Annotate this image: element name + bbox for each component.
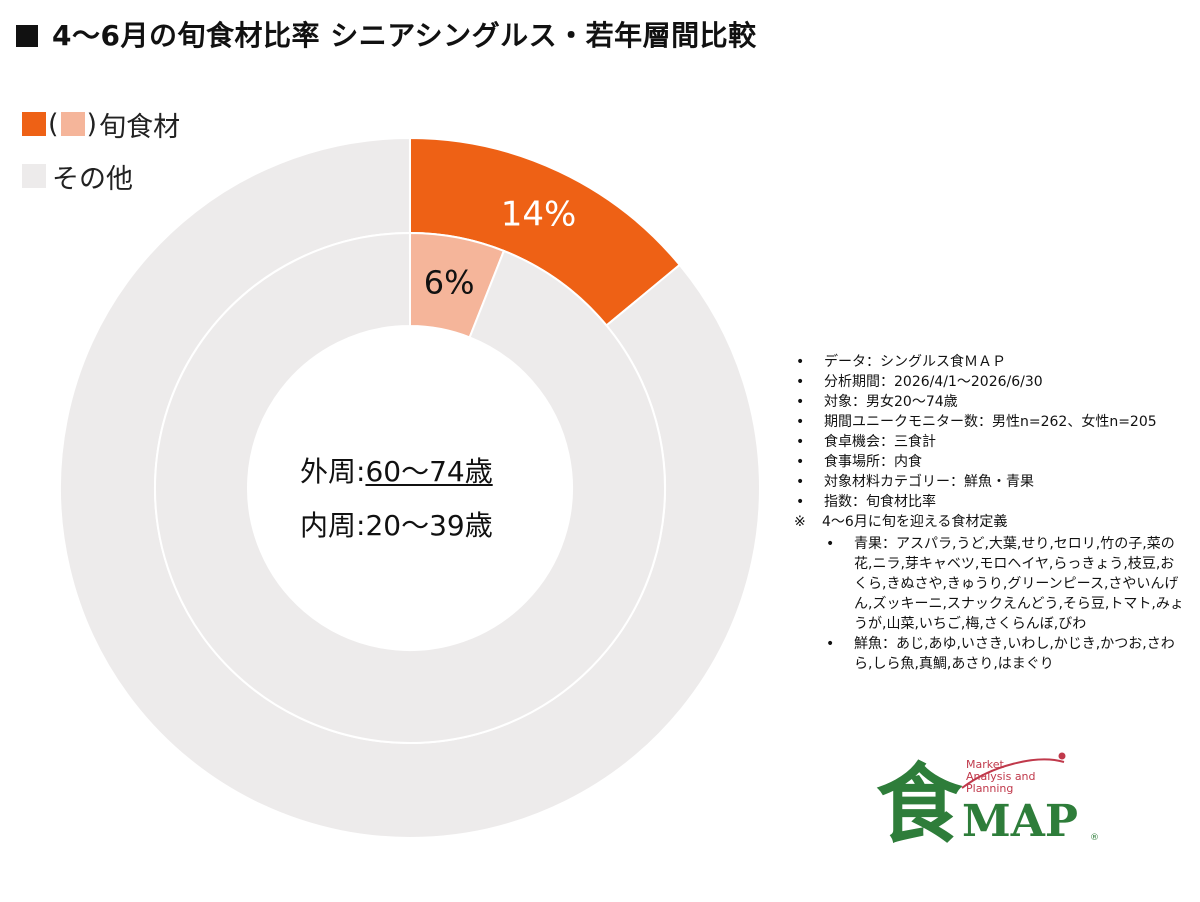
- logo-tagline-line: Planning: [966, 782, 1013, 795]
- ring-key-inner: 内周:20〜39歳: [300, 506, 493, 560]
- legend-swatch-other: [22, 164, 46, 188]
- logo-kanji: 食: [876, 754, 963, 848]
- title-text: 4〜6月の旬食材比率 シニアシングルス・若年層間比較: [52, 19, 757, 52]
- outer-ring-data-label: 14%: [501, 195, 577, 235]
- shoku-map-logo: 食 MAP ® Market Analysis and Planning: [876, 752, 1099, 848]
- notes-list: データ：シングルス食ＭＡＰ 分析期間：2026/4/1〜2026/6/30 対象…: [794, 352, 1184, 512]
- logo-swoosh-icon: [961, 758, 1065, 789]
- legend: ( ) 旬食材 その他: [22, 98, 180, 202]
- ring-key-inner-prefix: 内周:: [300, 509, 366, 542]
- logo-dot-icon: [1058, 752, 1066, 760]
- definition-item-produce: 青果：アスパラ,うど,大葉,せり,セロリ,竹の子,菜の花,ニラ,芽キャベツ,モロ…: [824, 534, 1184, 634]
- logo-registered-mark: ®: [1090, 833, 1099, 843]
- definition-list: 青果：アスパラ,うど,大葉,せり,セロリ,竹の子,菜の花,ニラ,芽キャベツ,モロ…: [794, 534, 1184, 674]
- definition-title: 4〜6月に旬を迎える食材定義: [822, 514, 1008, 530]
- legend-label-seasonal: 旬食材: [99, 111, 181, 143]
- reference-mark: ※: [794, 514, 806, 530]
- note-item: 食事場所：内食: [794, 452, 1184, 472]
- legend-item-other: その他: [22, 150, 180, 202]
- legend-swatch-inner: [60, 112, 85, 136]
- legend-paren-close: ): [86, 108, 98, 140]
- legend-swatch-outer: [22, 112, 46, 136]
- note-item: 対象：男女20〜74歳: [794, 392, 1184, 412]
- inner-ring-slice-other: [154, 231, 666, 744]
- note-item: データ：シングルス食ＭＡＰ: [794, 352, 1184, 372]
- definition-note: ※ 4〜6月に旬を迎える食材定義: [794, 512, 1184, 532]
- note-item: 期間ユニークモニター数：男性n=262、女性n=205: [794, 412, 1184, 432]
- inner-ring-data-label: 6%: [424, 264, 475, 302]
- chart-title: 4〜6月の旬食材比率 シニアシングルス・若年層間比較: [16, 14, 757, 54]
- data-notes: データ：シングルス食ＭＡＰ 分析期間：2026/4/1〜2026/6/30 対象…: [794, 352, 1184, 674]
- ring-key-outer-value: 60〜74歳: [365, 455, 493, 488]
- note-item: 対象材料カテゴリー：鮮魚・青果: [794, 472, 1184, 492]
- ring-key-inner-value: 20〜39歳: [365, 509, 493, 542]
- logo-tagline-line: Market: [966, 758, 1004, 771]
- note-item: 食卓機会：三食計: [794, 432, 1184, 452]
- ring-key-outer-prefix: 外周:: [300, 455, 366, 488]
- logo-tagline-line: Analysis and: [966, 770, 1036, 783]
- ring-key: 外周:60〜74歳 内周:20〜39歳: [300, 452, 493, 560]
- legend-item-seasonal: ( ) 旬食材: [22, 98, 180, 150]
- definition-item-fish: 鮮魚：あじ,あゆ,いさき,いわし,かじき,かつお,さわら,しら魚,真鯛,あさり,…: [824, 634, 1184, 674]
- legend-label-other: その他: [52, 163, 133, 195]
- note-item: 分析期間：2026/4/1〜2026/6/30: [794, 372, 1184, 392]
- title-square-icon: [16, 25, 38, 47]
- logo-map-text: MAP: [962, 796, 1078, 847]
- legend-paren-open: (: [48, 108, 59, 140]
- note-item: 指数：旬食材比率: [794, 492, 1184, 512]
- ring-key-outer: 外周:60〜74歳: [300, 452, 493, 506]
